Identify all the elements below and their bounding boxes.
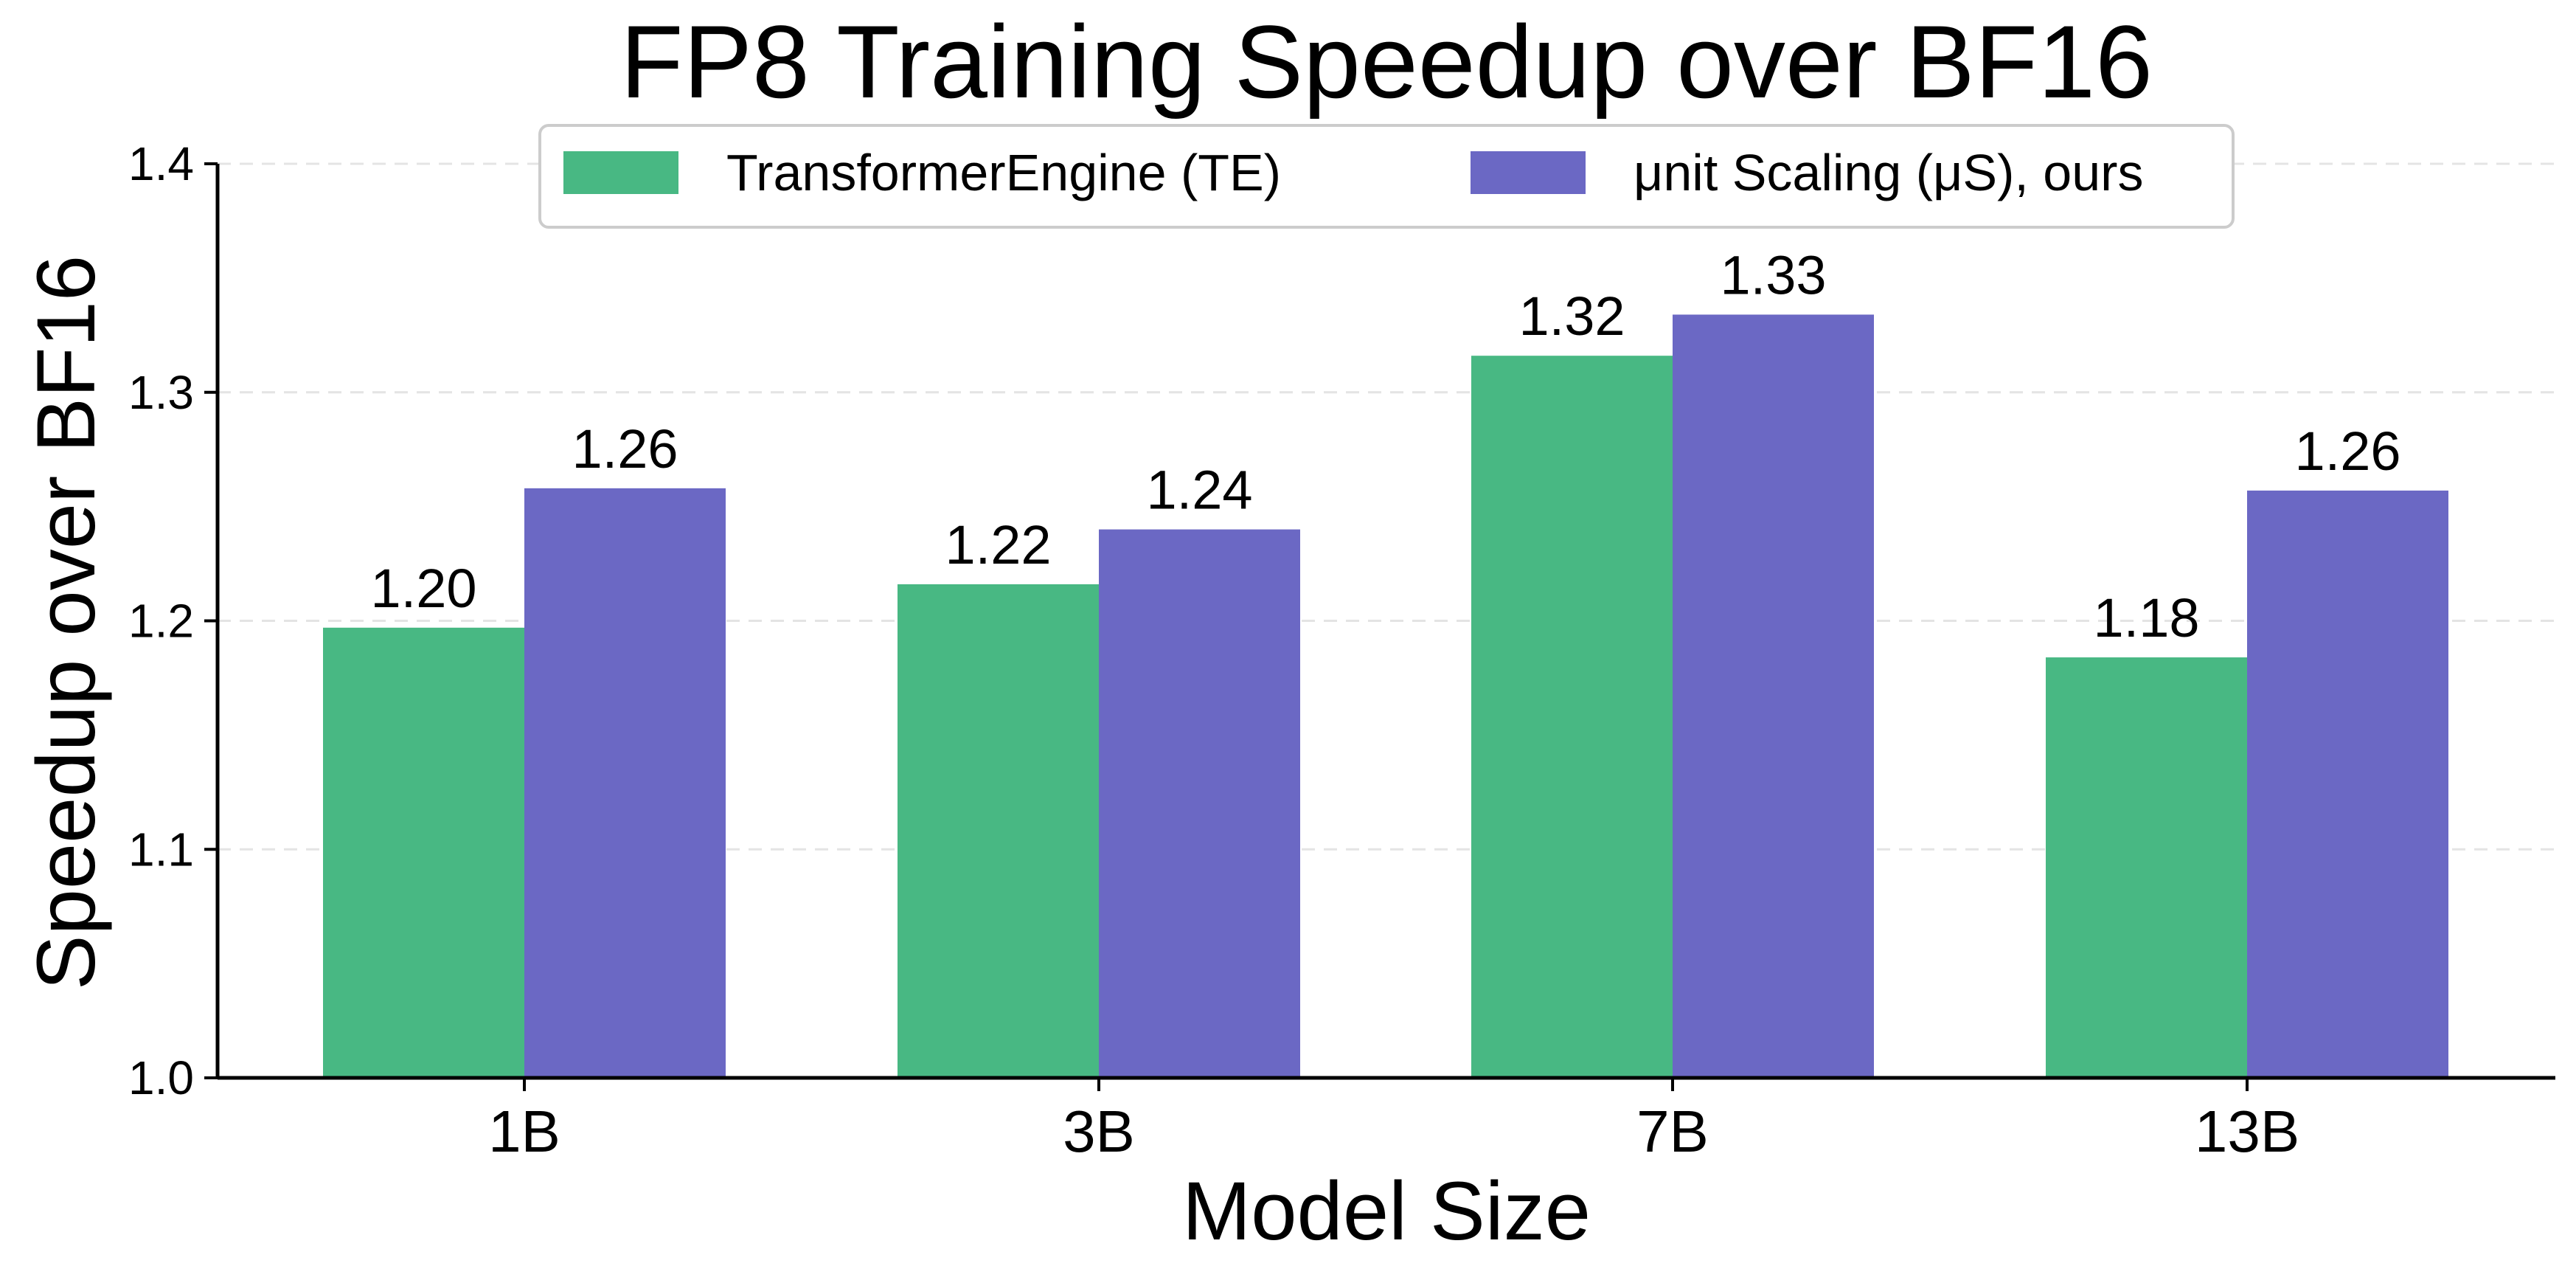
value-label-us-1b: 1.26	[572, 418, 678, 480]
value-label-te-7b: 1.32	[1518, 286, 1625, 347]
legend-box	[538, 124, 2235, 229]
y-ticks: 1.0 1.1 1.2 1.3 1.4	[128, 137, 218, 1104]
bar-us-3b	[1099, 529, 1300, 1078]
y-axis-label: Speedup over BF16	[20, 255, 112, 990]
value-label-te-3b: 1.22	[945, 514, 1051, 575]
legend-label-us: μnit Scaling (μS), ours	[1634, 144, 2143, 201]
chart-title: FP8 Training Speedup over BF16	[620, 4, 2153, 120]
bars-group	[323, 314, 2448, 1078]
value-label-te-13b: 1.18	[2093, 587, 2199, 648]
bar-te-3b	[898, 584, 1099, 1078]
value-label-te-1b: 1.20	[370, 558, 476, 619]
y-tick-label: 1.2	[128, 595, 194, 648]
bar-us-13b	[2247, 490, 2448, 1078]
value-label-us-3b: 1.24	[1146, 460, 1252, 521]
value-labels: 1.20 1.26 1.22 1.24 1.32 1.33 1.18 1.26	[370, 244, 2400, 648]
legend-swatch-te	[563, 151, 678, 194]
bar-us-7b	[1673, 314, 1874, 1078]
legend: TransformerEngine (TE) μnit Scaling (μS)…	[538, 124, 2235, 229]
x-axis-label: Model Size	[1182, 1165, 1591, 1257]
x-tick-label-13b: 13B	[2195, 1099, 2299, 1164]
y-tick-label: 1.4	[128, 137, 194, 190]
value-label-us-7b: 1.33	[1720, 244, 1826, 305]
y-tick-label: 1.1	[128, 823, 194, 876]
legend-label-te: TransformerEngine (TE)	[726, 144, 1281, 201]
x-tick-label-3b: 3B	[1063, 1099, 1135, 1164]
bar-te-7b	[1471, 356, 1673, 1078]
x-ticks: 1B 3B 7B 13B	[488, 1078, 2299, 1164]
legend-swatch-us	[1471, 151, 1586, 194]
x-tick-label-1b: 1B	[488, 1099, 560, 1164]
value-label-us-13b: 1.26	[2294, 421, 2400, 482]
bar-te-13b	[2046, 657, 2247, 1078]
y-tick-label: 1.3	[128, 366, 194, 419]
x-tick-label-7b: 7B	[1636, 1099, 1709, 1164]
y-tick-label: 1.0	[128, 1051, 194, 1104]
bar-te-1b	[323, 627, 524, 1078]
bar-us-1b	[524, 488, 726, 1078]
